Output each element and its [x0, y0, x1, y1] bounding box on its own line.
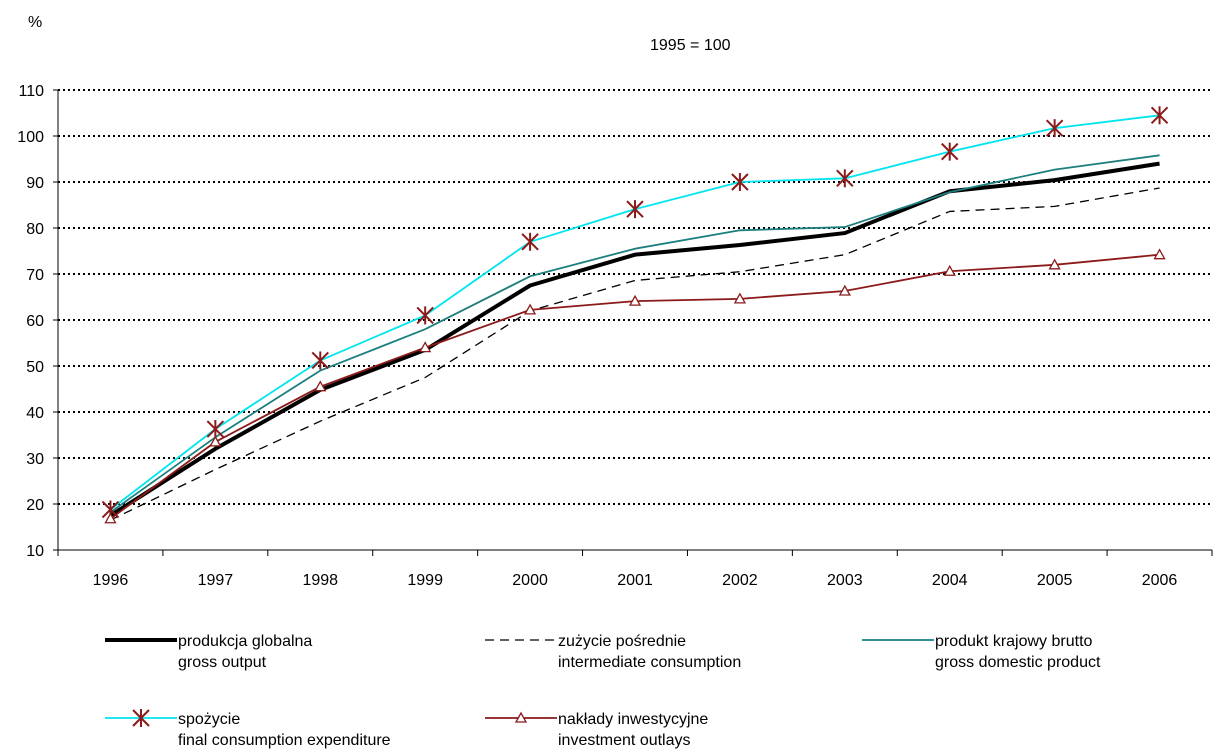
- y-tick-label: 40: [26, 405, 44, 422]
- star-marker: [132, 709, 150, 727]
- legend: produkcja globalna gross output zużycie po…: [105, 633, 1101, 749]
- y-tick-label: 70: [26, 267, 44, 284]
- series-0: [109, 161, 1160, 518]
- legend-label-en: intermediate consumption: [558, 654, 741, 671]
- triangle-marker: [514, 711, 528, 723]
- y-tick-label: 80: [26, 221, 44, 238]
- y-tick-label: 50: [26, 359, 44, 376]
- x-tick-labels: 1996 1997 1998 1999 2000 2001 2002 2003 2004 2005…: [93, 572, 1178, 589]
- star-marker: [1045, 119, 1064, 138]
- y-tick-label: 110: [18, 83, 44, 100]
- x-tick-label: 1996: [93, 572, 129, 589]
- legend-label: zużycie pośrednie: [558, 633, 686, 650]
- x-tick-label: 1997: [198, 572, 234, 589]
- x-tick-label: 2002: [722, 572, 758, 589]
- series-line: [110, 187, 1160, 521]
- y-tick-label: 90: [26, 175, 44, 192]
- star-marker: [311, 351, 329, 370]
- triangle-marker: [419, 341, 432, 353]
- triangle-marker: [104, 512, 117, 524]
- y-unit-label: %: [28, 14, 42, 31]
- triangle-marker: [628, 294, 642, 306]
- x-tick-label: 1998: [302, 572, 338, 589]
- x-tick-label: 2005: [1037, 572, 1073, 589]
- legend-label: spożycie: [178, 711, 240, 728]
- legend-entry-2: produkt krajowy brutto gross domestic pro…: [862, 633, 1101, 671]
- series-4: [104, 248, 1166, 524]
- triangle-marker: [1048, 258, 1061, 270]
- legend-label: nakłady inwestycyjne: [558, 711, 708, 728]
- y-tick-label: 30: [26, 451, 44, 468]
- x-tick-label: 2006: [1142, 572, 1178, 589]
- legend-label: produkt krajowy brutto: [935, 633, 1093, 650]
- x-tick-label: 1999: [407, 572, 443, 589]
- legend-entry-3: spożycie final consumption expenditure: [105, 709, 391, 749]
- y-tick-label: 100: [17, 129, 44, 146]
- star-marker: [1150, 106, 1169, 125]
- y-tick-label: 60: [26, 313, 44, 330]
- star-marker: [206, 420, 225, 439]
- star-marker: [626, 200, 644, 219]
- triangle-marker: [314, 380, 327, 392]
- series-line: [109, 154, 1160, 514]
- star-marker: [836, 169, 854, 188]
- legend-label-en: investment outlays: [558, 732, 691, 749]
- triangle-marker: [1153, 248, 1166, 260]
- legend-entry-1: zużycie pośrednie intermediate consumptio…: [485, 633, 741, 671]
- triangle-marker: [943, 264, 956, 276]
- series-line: [109, 253, 1160, 520]
- x-tick-label: 2000: [512, 572, 548, 589]
- legend-label-en: gross domestic product: [935, 654, 1101, 671]
- series-3: [101, 106, 1169, 519]
- series-line: [109, 114, 1160, 511]
- y-tick-labels: 10 20 30 40 50 60 70 80 90 100 110: [17, 83, 44, 560]
- y-tick-label: 10: [26, 543, 44, 560]
- legend-entry-0: produkcja globalna gross output: [105, 633, 312, 671]
- series-lines: [101, 106, 1169, 524]
- legend-label-en: final consumption expenditure: [178, 732, 391, 749]
- triangle-marker: [733, 292, 747, 304]
- series-line: [109, 161, 1160, 518]
- star-marker: [416, 306, 434, 325]
- triangle-marker: [838, 284, 851, 296]
- axes: [53, 89, 1213, 556]
- y-tick-label: 20: [26, 497, 44, 514]
- triangle-marker: [209, 435, 222, 447]
- legend-label-en: gross output: [178, 654, 267, 671]
- base-year-note: 1995 = 100: [650, 37, 731, 54]
- series-2: [109, 154, 1160, 514]
- x-tick-label: 2004: [932, 572, 968, 589]
- star-marker: [941, 142, 959, 161]
- x-tick-label: 2001: [617, 572, 653, 589]
- triangle-marker: [523, 303, 537, 315]
- legend-label: produkcja globalna: [178, 633, 312, 650]
- star-marker: [521, 232, 539, 251]
- series-1: [110, 187, 1160, 521]
- legend-entry-4: nakłady inwestycyjne investment outlays: [485, 711, 708, 749]
- star-marker: [731, 173, 749, 191]
- x-tick-label: 2003: [827, 572, 863, 589]
